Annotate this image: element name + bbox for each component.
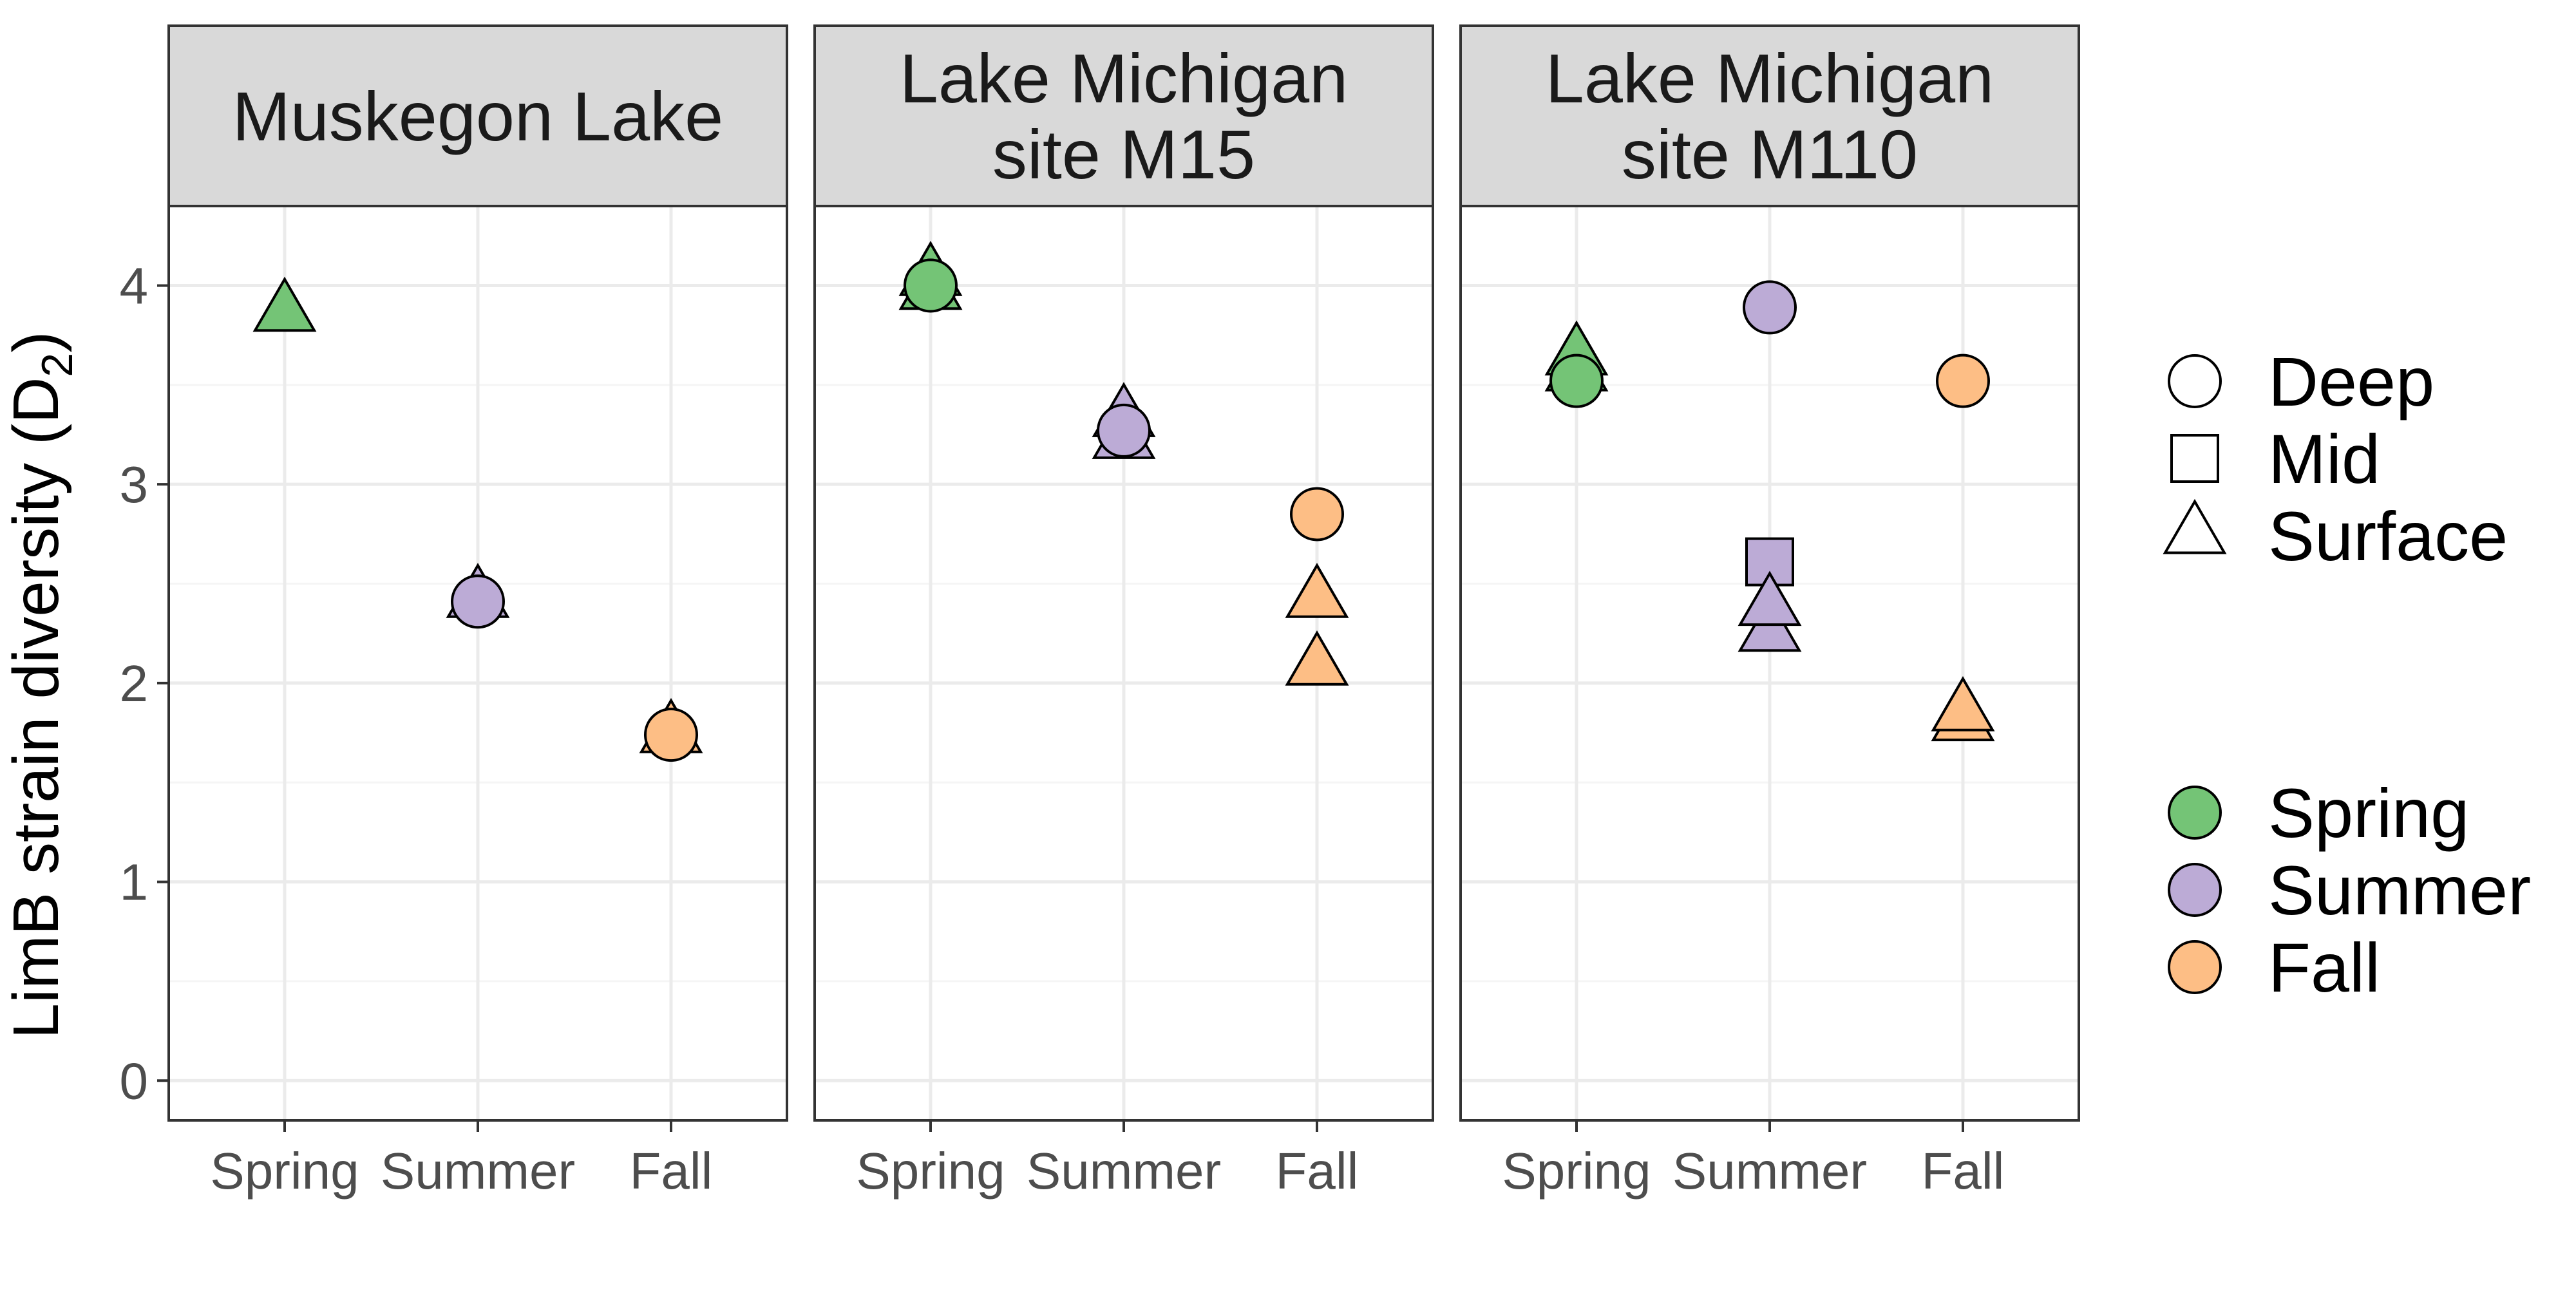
data-point-summer-deep (451, 574, 505, 629)
x-tick-label: Spring (1502, 1142, 1651, 1200)
legend-key-spring (2168, 786, 2222, 840)
legend-label: Summer (2268, 851, 2531, 929)
legend-label: Deep (2268, 343, 2434, 420)
data-point-fall-surface (1285, 630, 1349, 686)
legend-key-mid (2170, 434, 2219, 483)
data-point-summer-deep (1097, 403, 1151, 458)
data-point-fall-deep (1936, 353, 1990, 408)
legend-key-fall (2168, 940, 2222, 994)
y-axis-title-subscript: 2 (33, 353, 82, 377)
data-point-fall-deep (644, 708, 698, 762)
y-tick-label: 0 (120, 1052, 149, 1109)
legend-key-summer (2168, 863, 2222, 917)
facet-title-line: site M15 (992, 115, 1255, 193)
y-axis-title-close: ) (0, 331, 72, 352)
y-axis-title-main: LimB strain diversity (D (0, 377, 72, 1039)
legend-label: Spring (2268, 774, 2469, 852)
y-tick-label: 4 (120, 257, 149, 314)
x-tick-label: Fall (1276, 1142, 1359, 1200)
y-axis-title: LimB strain diversity (D2) (0, 331, 82, 1039)
x-tick-label: Summer (381, 1142, 575, 1200)
legend-label: Surface (2268, 497, 2508, 575)
x-tick-label: Summer (1672, 1142, 1867, 1200)
data-point-summer-surface (1738, 570, 1802, 627)
data-point-fall-surface (1285, 563, 1349, 618)
data-point-fall-surface (1931, 676, 1995, 731)
data-point-fall-deep (1290, 487, 1344, 542)
x-tick-label: Fall (630, 1142, 713, 1200)
y-tick-label: 1 (120, 854, 149, 911)
legend-label: Mid (2268, 420, 2380, 498)
facet-title-line: Lake Michigan (900, 39, 1348, 117)
data-point-summer-deep (1743, 280, 1797, 335)
facet-title-line: Lake Michigan (1546, 39, 1994, 117)
y-tick-label: 3 (120, 456, 149, 513)
facet-title-line: Muskegon Lake (232, 77, 724, 155)
facet-panel-1: Muskegon Lake Spring Summer Fall 0 1 2 3 4 (120, 24, 788, 1200)
legend-key-surface (2163, 498, 2227, 554)
data-point-spring-deep (1549, 353, 1604, 408)
legend-label: Fall (2268, 928, 2380, 1006)
facet-title-line: site M110 (1622, 115, 1918, 193)
facet-strip (167, 24, 788, 207)
x-tick-label: Spring (856, 1142, 1005, 1200)
x-tick-label: Spring (210, 1142, 359, 1200)
data-point-spring-deep (904, 258, 958, 313)
x-tick-label: Summer (1027, 1142, 1221, 1200)
data-point-spring-surface (252, 276, 317, 332)
panels-layer: Muskegon Lake Spring Summer Fall 0 1 2 3 4 Lake M… (120, 24, 2080, 1200)
x-tick-label: Fall (1922, 1142, 2005, 1200)
legend-key-deep (2168, 354, 2222, 408)
y-tick-label: 2 (120, 655, 149, 712)
